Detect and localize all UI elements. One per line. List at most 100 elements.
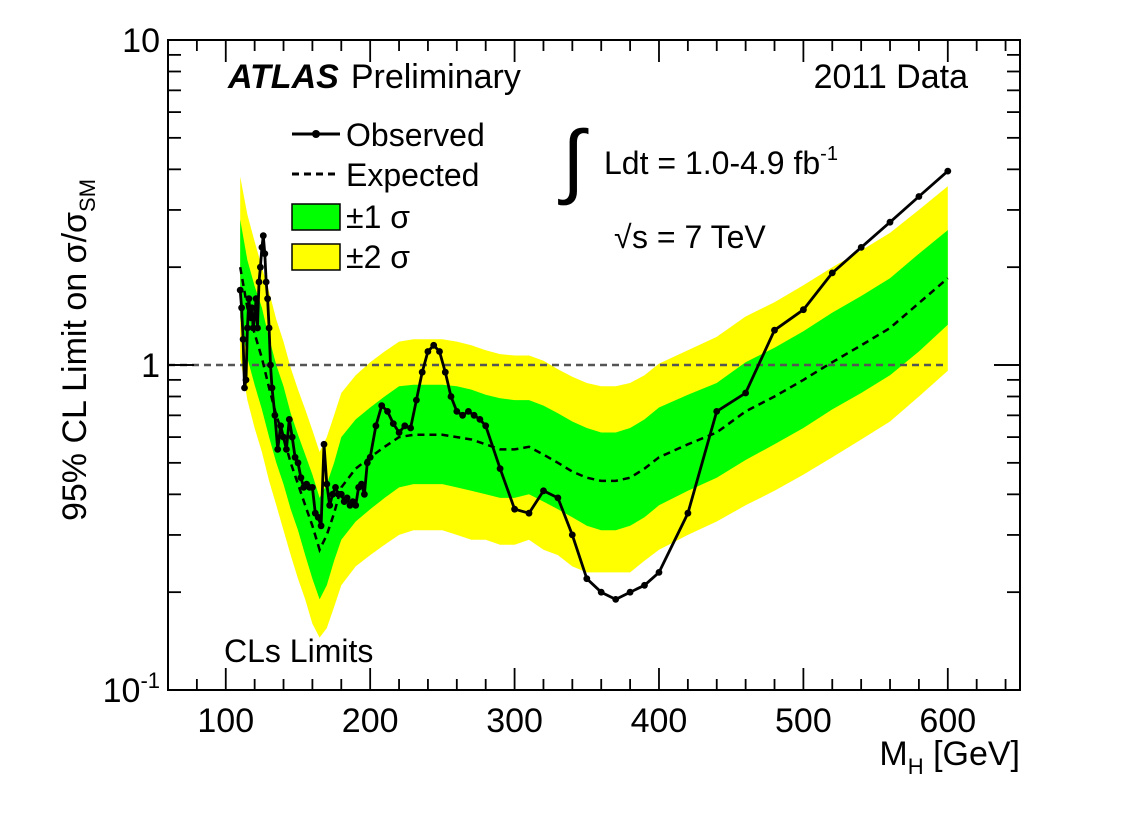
observed-point: [372, 422, 380, 430]
observed-point: [447, 393, 455, 400]
observed-point: [265, 324, 273, 332]
observed-point: [430, 341, 438, 349]
experiment-status: Preliminary: [351, 58, 521, 96]
observed-point: [800, 306, 807, 314]
expected-line: [238, 266, 949, 554]
observed-point: [297, 474, 305, 482]
expected-curve-group: [238, 266, 949, 554]
observed-point: [407, 424, 414, 432]
observed-point: [285, 416, 293, 423]
observed-point: [436, 348, 443, 355]
observed-point: [361, 490, 368, 498]
observed-point: [713, 408, 721, 415]
observed-point: [236, 286, 244, 294]
observed-point: [612, 596, 620, 603]
method-label: CLs Limits: [224, 633, 373, 669]
observed-point: [258, 244, 266, 251]
observed-point: [267, 361, 274, 369]
observed-point: [288, 433, 296, 441]
observed-point: [291, 453, 299, 461]
observed-point: [395, 429, 403, 436]
y-axis-label: 95% CL Limit on σ/σSM: [56, 179, 100, 521]
observed-point: [886, 218, 894, 226]
observed-point: [441, 368, 449, 376]
observed-point: [366, 453, 374, 461]
observed-point: [314, 513, 322, 521]
legend-observed-label: Observed: [346, 117, 485, 153]
observed-point: [583, 575, 591, 583]
x-axis-label-sub: H: [908, 754, 924, 779]
observed-point: [259, 232, 267, 240]
observed-point: [343, 494, 351, 502]
observed-point: [242, 376, 250, 384]
y-axis-label-main: 95% CL Limit on σ/σ: [56, 212, 94, 521]
axis-ticks-group: [167, 39, 1020, 691]
observed-point: [239, 335, 247, 343]
observed-point: [358, 480, 365, 488]
y-tick-label: 1: [141, 347, 160, 385]
observed-point: [294, 459, 302, 467]
observed-point: [317, 522, 325, 530]
observed-point: [944, 167, 952, 175]
observed-point: [476, 416, 484, 423]
observed-point: [277, 422, 284, 430]
y-tick-label-base: 10: [103, 672, 141, 710]
observed-point: [384, 408, 391, 415]
observed-point: [363, 459, 371, 467]
observed-point: [684, 509, 692, 517]
luminosity-exponent: -1: [820, 143, 838, 165]
observed-point: [271, 411, 279, 419]
observed-point: [251, 314, 258, 321]
legend-expected-label: Expected: [346, 157, 479, 193]
observed-point: [245, 295, 253, 303]
observed-point: [771, 326, 778, 334]
x-tick-label: 300: [486, 702, 543, 740]
observed-point: [511, 505, 518, 513]
observed-point: [857, 244, 865, 251]
x-axis-label-unit: [GeV]: [924, 735, 1020, 773]
observed-point: [641, 581, 648, 589]
observed-point: [389, 420, 397, 427]
observed-point: [453, 408, 461, 415]
observed-point: [465, 408, 472, 415]
observed-point: [280, 433, 287, 441]
experiment-name: ATLAS: [227, 58, 339, 96]
energy-label: s = 7 TeV: [632, 219, 766, 255]
observed-point: [496, 465, 504, 472]
observed-point: [915, 193, 923, 200]
observed-point: [540, 487, 547, 495]
observed-curve-group: [236, 167, 952, 603]
x-tick-label: 100: [197, 702, 254, 740]
x-tick-label: 500: [775, 702, 832, 740]
observed-point: [323, 480, 331, 488]
observed-point: [268, 384, 276, 392]
observed-point: [337, 490, 345, 498]
observed-point: [470, 411, 478, 419]
observed-point: [309, 484, 316, 491]
observed-point: [320, 440, 328, 448]
band-2sigma: [240, 176, 948, 638]
observed-point: [828, 269, 836, 277]
dataset-label: 2011 Data: [814, 58, 968, 96]
observed-point: [459, 411, 466, 419]
observed-point: [626, 588, 634, 596]
y-tick-label-base: 1: [141, 347, 160, 385]
observed-point: [554, 494, 562, 502]
y-tick-label: 10-1: [103, 668, 160, 710]
y-axis-label-sub: SM: [75, 179, 100, 212]
sqrt-symbol: √: [614, 219, 632, 255]
y-tick-label: 10: [122, 22, 160, 60]
integral-symbol: ∫: [558, 115, 589, 206]
observed-point: [329, 490, 336, 498]
observed-point: [244, 324, 251, 332]
x-axis-label-main: M: [879, 735, 907, 773]
observed-point: [261, 250, 269, 258]
legend-band1-swatch: [291, 203, 341, 231]
observed-point: [257, 263, 264, 271]
observed-point: [413, 396, 420, 404]
y-tick-label-base: 10: [122, 22, 160, 60]
observed-point: [248, 304, 256, 312]
